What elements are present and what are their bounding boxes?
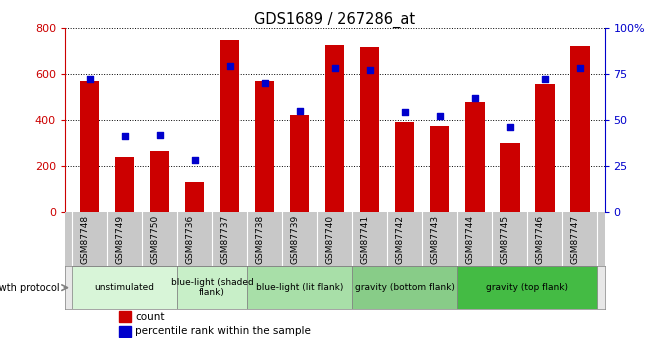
Bar bbox=[352, 266, 458, 309]
Bar bbox=[290, 115, 309, 212]
Point bbox=[155, 132, 165, 137]
Text: GSM87747: GSM87747 bbox=[571, 215, 580, 264]
Text: GSM87742: GSM87742 bbox=[396, 215, 405, 264]
Bar bbox=[430, 126, 450, 212]
Text: GSM87741: GSM87741 bbox=[361, 215, 370, 264]
Bar bbox=[72, 266, 177, 309]
Bar bbox=[80, 81, 99, 212]
Text: gravity (bottom flank): gravity (bottom flank) bbox=[355, 283, 455, 292]
Text: blue-light (lit flank): blue-light (lit flank) bbox=[256, 283, 343, 292]
Point bbox=[84, 77, 95, 82]
Bar bbox=[500, 143, 519, 212]
Bar bbox=[185, 182, 204, 212]
Text: blue-light (shaded
flank): blue-light (shaded flank) bbox=[171, 278, 254, 297]
Text: GSM87748: GSM87748 bbox=[81, 215, 90, 264]
Text: GSM87749: GSM87749 bbox=[116, 215, 125, 264]
Bar bbox=[255, 81, 274, 212]
Point bbox=[400, 110, 410, 115]
Point bbox=[540, 77, 550, 82]
Bar bbox=[360, 47, 380, 212]
Point bbox=[470, 95, 480, 100]
Point bbox=[120, 134, 130, 139]
Bar bbox=[220, 40, 239, 212]
Text: GSM87744: GSM87744 bbox=[466, 215, 475, 264]
Bar bbox=[325, 45, 344, 212]
Bar bbox=[115, 157, 134, 212]
Bar bbox=[119, 311, 131, 322]
Text: GSM87750: GSM87750 bbox=[151, 215, 160, 264]
Text: percentile rank within the sample: percentile rank within the sample bbox=[135, 326, 311, 336]
Bar bbox=[177, 266, 247, 309]
Text: GSM87736: GSM87736 bbox=[186, 215, 194, 264]
Bar bbox=[465, 102, 484, 212]
Text: GSM87743: GSM87743 bbox=[431, 215, 440, 264]
Bar bbox=[395, 122, 415, 212]
Text: GSM87745: GSM87745 bbox=[501, 215, 510, 264]
Point bbox=[189, 158, 200, 163]
Point bbox=[504, 125, 515, 130]
Text: count: count bbox=[135, 312, 164, 322]
Text: GSM87739: GSM87739 bbox=[291, 215, 300, 264]
Bar bbox=[247, 266, 352, 309]
Point bbox=[365, 67, 375, 73]
Title: GDS1689 / 267286_at: GDS1689 / 267286_at bbox=[254, 11, 415, 28]
Point bbox=[330, 66, 340, 71]
Text: unstimulated: unstimulated bbox=[94, 283, 155, 292]
Text: GSM87737: GSM87737 bbox=[220, 215, 229, 264]
Text: gravity (top flank): gravity (top flank) bbox=[486, 283, 569, 292]
Point bbox=[224, 63, 235, 69]
Point bbox=[259, 80, 270, 86]
Bar bbox=[570, 46, 590, 212]
Text: GSM87740: GSM87740 bbox=[326, 215, 335, 264]
Point bbox=[575, 66, 585, 71]
Text: GSM87746: GSM87746 bbox=[536, 215, 545, 264]
Text: growth protocol: growth protocol bbox=[0, 283, 60, 293]
Point bbox=[435, 113, 445, 119]
Point bbox=[294, 108, 305, 113]
Bar bbox=[119, 326, 131, 337]
Bar bbox=[150, 151, 169, 212]
Text: GSM87738: GSM87738 bbox=[255, 215, 265, 264]
Bar bbox=[458, 266, 597, 309]
Bar bbox=[536, 84, 554, 212]
